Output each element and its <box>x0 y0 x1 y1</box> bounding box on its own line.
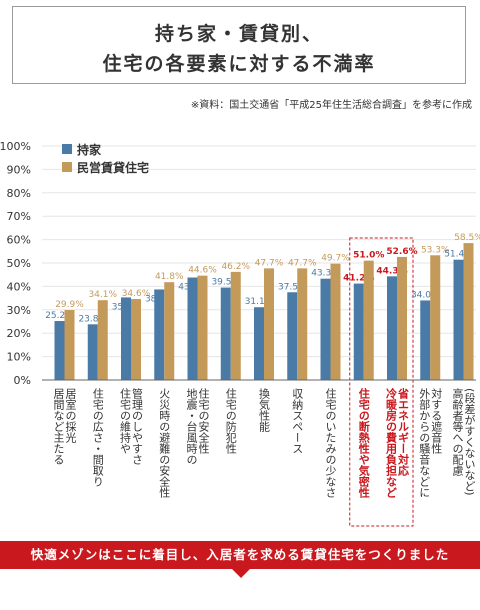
category-label: 火災時の避難の安全性 <box>158 388 171 499</box>
y-tick-label: 50% <box>7 257 31 270</box>
bar-owned <box>87 324 98 380</box>
page-title-line-1: 持ち家・賃貸別、 <box>154 23 323 45</box>
category-label: (段差がすくないなど) <box>463 388 476 496</box>
category-label: 対する遮音性 <box>430 387 443 455</box>
data-label-rental: 52.6% <box>386 247 417 257</box>
data-label-rental: 47.7% <box>255 258 284 268</box>
bar-rental <box>363 260 374 380</box>
category-label: 外部からの騒音などに <box>418 388 431 498</box>
bar-owned <box>453 259 464 380</box>
bar-chart: 0% 10% 20% 30% 40% 50% 60% 70% 80% 90% 100% 25.2%29… <box>0 140 480 527</box>
legend-swatch-owned <box>62 144 72 154</box>
y-tick-label: 30% <box>7 304 31 317</box>
y-tick-label: 80% <box>7 187 31 200</box>
highlight-box <box>349 237 414 527</box>
bar-rental <box>131 299 141 380</box>
category-label: 冷暖房の費用負担など <box>385 387 399 498</box>
bar-owned <box>154 289 165 380</box>
data-label-rental: 53.3% <box>421 245 450 255</box>
bar-owned <box>121 297 131 380</box>
data-label-owned: 34.0% <box>411 290 440 300</box>
bar-rental <box>430 255 441 380</box>
data-label-owned: 51.4% <box>444 250 473 260</box>
bar-owned <box>320 278 331 380</box>
bar-owned <box>254 307 264 380</box>
data-label-owned: 35.3% <box>112 302 141 312</box>
data-label-rental: 49.7% <box>321 254 350 264</box>
category-label: 居間など主たる <box>52 388 65 465</box>
y-tick-label: 90% <box>7 163 31 176</box>
data-label-rental: 29.9% <box>55 300 84 310</box>
title-box: 持ち家・賃貸別、 住宅の各要素に対する不満率 <box>12 6 466 84</box>
bar-owned <box>387 276 397 380</box>
data-label-owned: 43.3% <box>311 269 340 279</box>
category-label: 住宅の広さ・間取り <box>91 387 104 487</box>
category-label: 住宅の断熱性や気密性 <box>357 387 370 499</box>
category-label: 収納スペース <box>291 388 304 454</box>
category-label: 住宅の維持や <box>119 387 132 454</box>
data-label-rental: 46.2% <box>221 262 250 272</box>
data-label-rental: 58.5% <box>454 233 480 243</box>
data-label-owned: 43.8% <box>178 283 207 293</box>
legend-item-owned: 持家 <box>62 140 149 158</box>
y-tick-label: 10% <box>7 351 31 364</box>
bar-rental <box>264 268 274 380</box>
data-label-rental: 44.6% <box>188 266 217 276</box>
category-label: 省エネルギー対応 <box>397 387 411 477</box>
bar-owned <box>54 321 65 380</box>
bar-owned <box>420 300 431 380</box>
y-tick-label: 70% <box>7 210 31 223</box>
bar-rental <box>230 271 241 380</box>
bar-rental <box>330 263 341 380</box>
category-label: 高齢者等への配慮 <box>451 387 464 476</box>
source-note: ※資料：国土交通省「平成25年住生活総合調査」を参考に作成 <box>190 100 472 111</box>
bar-owned <box>287 292 298 380</box>
data-label-rental: 34.1% <box>88 290 117 300</box>
data-label-rental: 41.8% <box>155 272 184 282</box>
data-label-owned: 31.1% <box>245 297 274 307</box>
data-label-owned: 25.2% <box>45 311 74 321</box>
bar-owned <box>220 287 231 380</box>
bar-rental <box>97 300 108 380</box>
bar-rental <box>197 275 208 380</box>
category-label: 住宅の安全性 <box>197 387 210 455</box>
category-label: 住宅のいたみの少なさ <box>324 387 337 498</box>
legend-label-owned: 持家 <box>77 142 102 157</box>
category-label: 居室の採光 <box>64 388 77 444</box>
y-tick-label: 60% <box>7 234 31 247</box>
bar-rental <box>397 256 407 380</box>
bar-rental <box>64 310 75 380</box>
banner: 快適メゾンはここに着目し、入居者を求める賃貸住宅をつくりました <box>0 541 480 569</box>
data-label-owned: 39.5% <box>211 278 240 288</box>
data-label-owned: 23.8% <box>78 314 107 324</box>
page-title-line-2: 住宅の各要素に対する不満率 <box>102 53 376 75</box>
data-label-owned: 41.2% <box>343 274 374 284</box>
y-tick-label: 20% <box>7 327 31 340</box>
y-tick-label: 40% <box>7 280 31 293</box>
category-label: 管理のしやすさ <box>131 387 144 465</box>
category-label: 地震・台風時の <box>185 388 198 465</box>
bar-owned <box>187 277 198 380</box>
bar-rental <box>463 243 474 380</box>
y-tick-label: 100% <box>0 140 31 153</box>
bar-owned <box>353 283 364 380</box>
data-label-rental: 34.6% <box>122 289 151 299</box>
legend-item-rental: 民営賃貸住宅 <box>62 158 149 176</box>
banner-pointer <box>232 569 250 578</box>
legend-swatch-rental <box>62 162 72 172</box>
data-label-rental: 51.0% <box>353 251 384 261</box>
category-label: 住宅の防犯性 <box>224 387 237 455</box>
bar-rental <box>164 282 175 380</box>
category-label: 換気性能 <box>258 388 271 433</box>
data-label-owned: 37.5% <box>278 282 307 292</box>
data-label-owned: 44.3% <box>376 266 407 276</box>
data-label-owned: 38.7% <box>145 294 174 304</box>
data-label-rental: 47.7% <box>288 258 317 268</box>
chart-legend: 持家 民営賃貸住宅 <box>62 140 149 176</box>
legend-label-rental: 民営賃貸住宅 <box>77 160 150 175</box>
y-tick-label: 0% <box>14 374 31 387</box>
bar-rental <box>297 268 308 380</box>
